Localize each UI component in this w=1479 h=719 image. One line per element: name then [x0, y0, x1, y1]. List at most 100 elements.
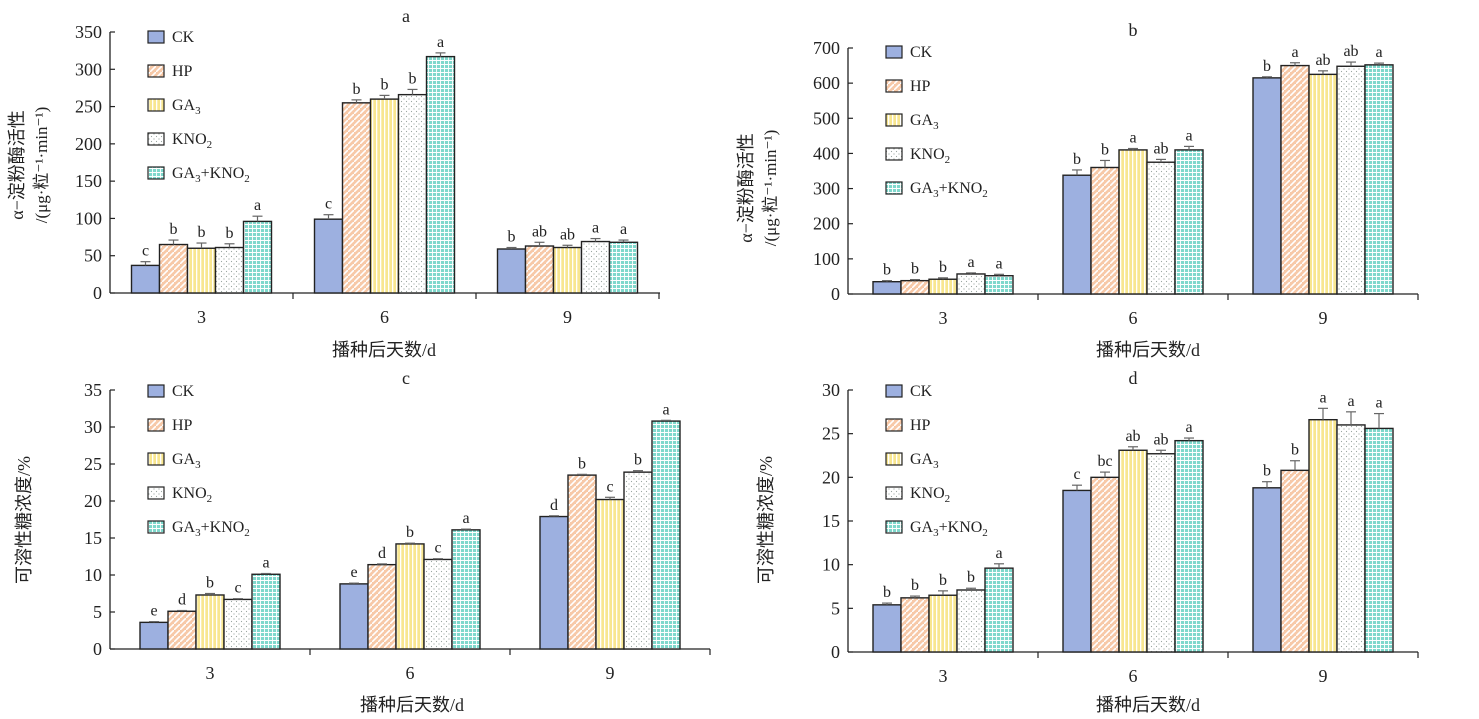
y-tick-label: 150: [75, 171, 102, 191]
legend-label-ga3: GA3: [910, 451, 939, 471]
x-tick-label: 6: [380, 307, 389, 327]
significance-label: b: [1263, 58, 1271, 75]
y-tick-label: 0: [831, 642, 840, 662]
significance-label: ab: [1343, 43, 1358, 60]
legend-label-ga3-kno2: GA3+KNO2: [910, 519, 988, 539]
significance-label: a: [1185, 127, 1192, 144]
y-tick-label: 0: [93, 283, 102, 303]
y-tick-label: 10: [822, 555, 840, 575]
significance-label: ab: [560, 226, 575, 243]
significance-label: a: [995, 545, 1002, 562]
x-tick-label: 3: [206, 663, 215, 683]
significance-label: b: [198, 224, 206, 241]
significance-label: c: [434, 540, 441, 557]
significance-label: b: [409, 70, 417, 87]
y-tick-label: 200: [75, 134, 102, 154]
bar-kno2: [214, 246, 245, 294]
y-axis-title: 可溶性糖浓度/%: [14, 456, 34, 584]
bar-ck: [872, 604, 902, 653]
significance-label: c: [142, 243, 149, 260]
bar-kno2: [223, 598, 253, 650]
bar-hp: [567, 474, 597, 650]
bar-kno2: [956, 589, 986, 653]
bar-kno2: [1336, 424, 1366, 653]
y-tick-label: 20: [822, 467, 840, 487]
significance-label: a: [254, 197, 261, 214]
significance-label: b: [967, 569, 975, 586]
legend-swatch-kno2: [147, 486, 165, 500]
legend-label-ga3-kno2: GA3+KNO2: [172, 519, 250, 539]
significance-label: b: [206, 575, 214, 592]
x-tick-label: 9: [563, 307, 572, 327]
bar-ga3-kno2: [984, 275, 1014, 295]
y-tick-label: 25: [822, 424, 840, 444]
bar-ga3: [186, 247, 217, 294]
bar-hp: [900, 279, 930, 295]
bar-ga3-kno2: [451, 529, 481, 650]
significance-label: b: [883, 262, 891, 279]
legend-swatch-ga3-kno2: [147, 520, 165, 534]
bar-kno2: [1146, 161, 1176, 295]
bar-ga3: [1308, 73, 1338, 295]
chart-title: a: [402, 6, 410, 26]
significance-label: b: [634, 452, 642, 469]
x-tick-label: 3: [197, 307, 206, 327]
x-tick-label: 6: [1129, 308, 1138, 328]
bar-ck: [130, 264, 161, 294]
y-tick-label: 20: [84, 491, 102, 511]
plot-area: 0 5 10 15 20 25 30 35 3 6 9 e d b c a e d b c a d b c b a CK HP GA3 K…: [84, 380, 711, 683]
x-tick-label: 6: [406, 663, 415, 683]
significance-label: a: [995, 255, 1002, 272]
bar-ck: [496, 248, 527, 294]
significance-label: b: [381, 76, 389, 93]
significance-label: b: [508, 229, 516, 246]
significance-label: b: [911, 261, 919, 278]
significance-label: a: [967, 254, 974, 271]
panel-c: c 可溶性糖浓度/% 0 5 10 15 20 25 30 35 3 6 9 e d b c a e d b c a d b…: [14, 368, 711, 715]
significance-label: a: [1291, 44, 1298, 61]
bar-ck: [139, 621, 169, 650]
bar-ga3: [195, 594, 225, 650]
y-tick-label: 30: [84, 417, 102, 437]
legend-swatch-ck: [147, 30, 165, 44]
x-tick-label: 3: [939, 308, 948, 328]
bar-ck: [539, 515, 569, 650]
legend-label-ck: CK: [172, 383, 195, 400]
bar-ck: [313, 218, 344, 294]
y-axis-label: α−淀粉酶活性: [736, 133, 756, 243]
x-tick-label: 6: [1129, 666, 1138, 686]
legend-swatch-hp: [885, 418, 903, 432]
y-tick-label: 600: [813, 73, 840, 93]
legend-label-ga3: GA3: [910, 112, 939, 132]
legend-label-ck: CK: [172, 29, 195, 46]
significance-label: a: [1375, 395, 1382, 412]
x-tick-label: 3: [939, 666, 948, 686]
y-tick-label: 25: [84, 454, 102, 474]
significance-label: d: [378, 545, 386, 562]
significance-label: c: [234, 580, 241, 597]
significance-label: ab: [532, 223, 547, 240]
significance-label: b: [353, 81, 361, 98]
bar-ga3: [928, 594, 958, 653]
y-tick-label: 200: [813, 214, 840, 234]
legend-label-hp: HP: [910, 78, 931, 95]
legend-swatch-ga3: [147, 452, 165, 466]
significance-label: b: [883, 584, 891, 601]
legend-label-hp: HP: [910, 417, 931, 434]
legend-label-ga3-kno2: GA3+KNO2: [910, 180, 988, 200]
y-tick-label: 5: [93, 602, 102, 622]
x-tick-label: 9: [1319, 666, 1328, 686]
bar-ga3-kno2: [242, 220, 273, 294]
legend-swatch-ck: [147, 384, 165, 398]
legend-label-hp: HP: [172, 417, 193, 434]
significance-label: a: [620, 221, 627, 238]
significance-label: b: [170, 221, 178, 238]
y-tick-label: 300: [75, 59, 102, 79]
y-axis-title: α−淀粉酶活性 /(μg·粒⁻¹·min⁻¹): [7, 107, 51, 224]
bar-ga3: [928, 278, 958, 295]
significance-label: ab: [1125, 428, 1140, 445]
chart-title: c: [402, 368, 410, 388]
